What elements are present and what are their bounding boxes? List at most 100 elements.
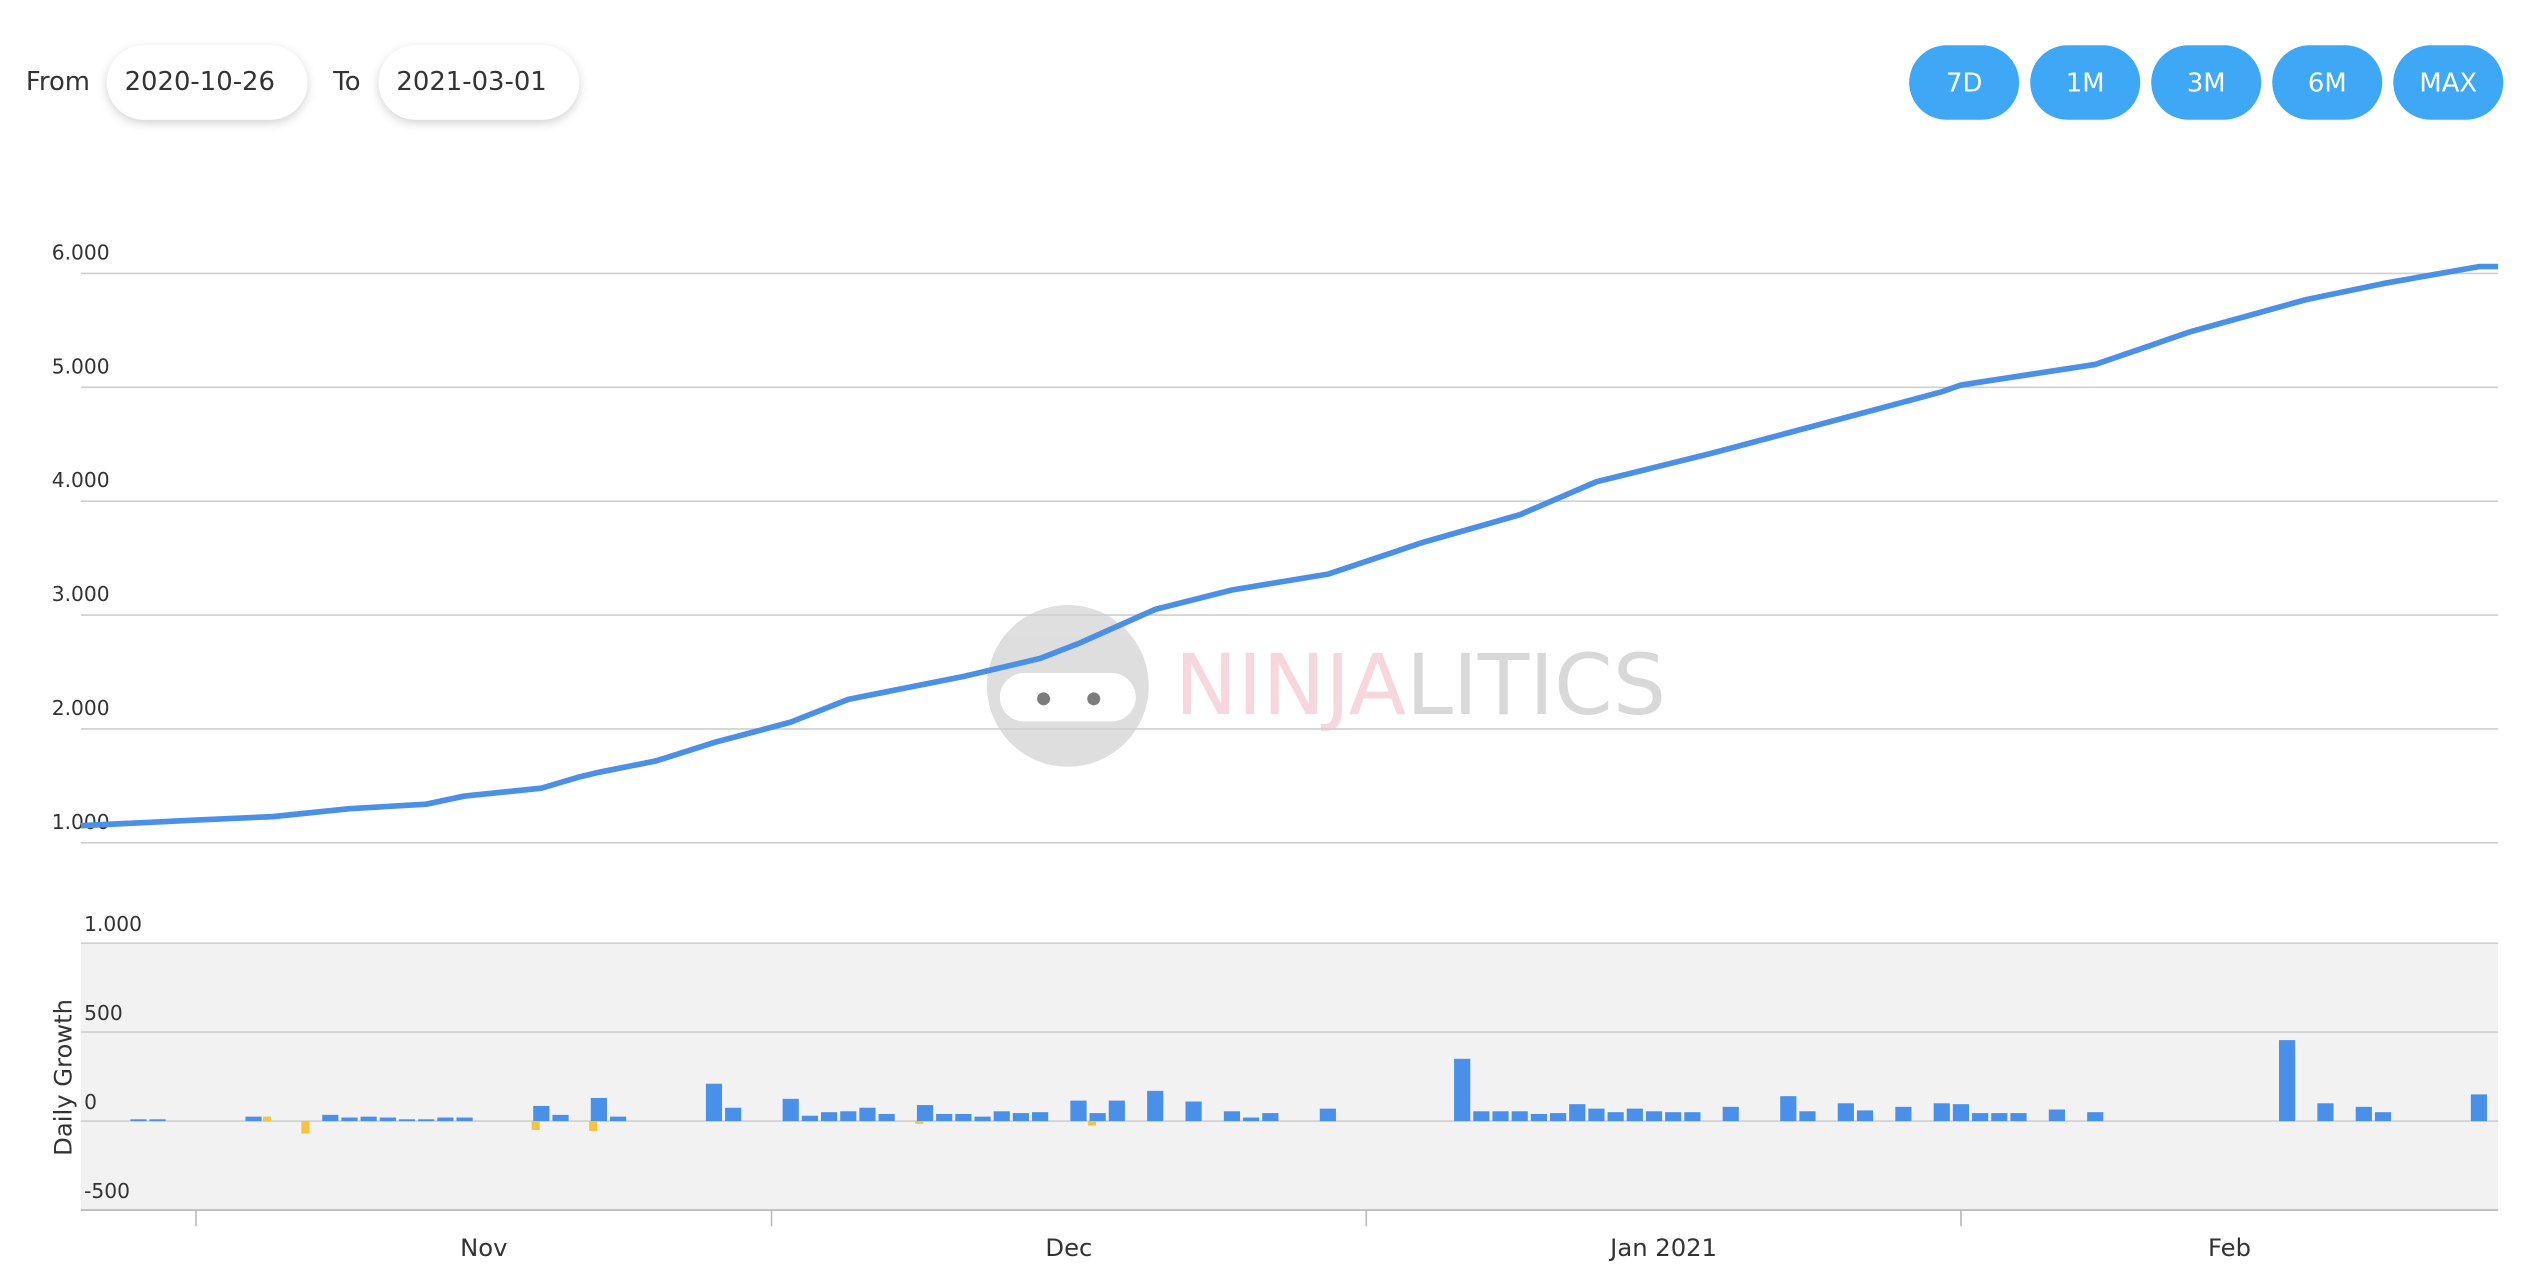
from-input-box[interactable] [106,45,308,120]
bar [840,1111,857,1122]
range-button-label[interactable]: 7D [1946,69,1982,99]
bar [2048,1109,2065,1122]
bar [2374,1112,2392,1122]
bar [1799,1111,1816,1122]
bar [878,1113,895,1122]
bar [360,1116,377,1122]
bar [2087,1112,2104,1122]
bar [1262,1113,1279,1122]
bar [1645,1111,1663,1122]
x-tick-label: Dec [1045,1233,1092,1262]
watermark-text: NINJALITICS [1175,636,1667,734]
range-button[interactable]: 1M [2030,45,2141,120]
range-button-label[interactable]: 6M [2308,69,2347,99]
bar [398,1119,416,1122]
bar [1972,1113,1989,1122]
y-tick-label: 0 [84,1090,97,1114]
bar [782,1098,799,1122]
y-axis-label: Daily Growth [49,999,78,1156]
bar [955,1113,972,1122]
from-input[interactable]: 2020-10-26 [106,45,308,120]
y-tick-label: 2.000 [52,696,110,720]
bar [1665,1112,1682,1122]
to-value[interactable]: 2021-03-01 [396,67,546,97]
watermark-logo-eye [1087,692,1101,706]
bar [1319,1108,1336,1122]
bar [1185,1101,1202,1122]
bar [1837,1103,1854,1122]
plot-background [80,943,2499,1211]
bar [322,1114,339,1122]
bar [456,1117,473,1122]
range-button-bg[interactable] [2272,45,2383,120]
bar [1856,1110,1874,1122]
bar [1473,1111,1490,1122]
bar [2470,1094,2488,1122]
range-button[interactable]: 3M [2151,45,2262,120]
range-button-bg[interactable] [2030,45,2141,120]
bar [2278,1040,2296,1122]
bar [245,1116,262,1122]
range-button-bg[interactable] [2151,45,2262,120]
bar [1492,1111,1509,1122]
bar [1108,1100,1125,1122]
range-button[interactable]: 6M [2272,45,2383,120]
bar [533,1105,550,1122]
range-button-label[interactable]: MAX [2419,69,2477,99]
y-tick-label: -500 [84,1179,130,1203]
bar [149,1119,166,1122]
bar [1454,1058,1471,1122]
y-tick-label: 1.000 [84,912,142,936]
to-input-box[interactable] [378,45,580,120]
range-button[interactable]: 7D [1909,45,2020,120]
y-tick-label: 500 [84,1001,123,1025]
watermark-logo-eye [1037,692,1051,706]
bar [418,1119,435,1122]
y-tick-label: 6.000 [52,240,110,264]
bar [1684,1112,1701,1122]
bar [1722,1106,1739,1122]
range-button-label[interactable]: 1M [2066,69,2105,99]
bar [2355,1106,2372,1122]
line [80,263,2499,829]
watermark-left: NINJA [1175,636,1407,734]
bar [531,1121,540,1130]
bar [589,1121,598,1131]
bar [1780,1096,1797,1122]
bar [974,1116,991,1122]
bar [590,1097,607,1122]
bar [1147,1090,1164,1122]
range-button-label[interactable]: 3M [2187,69,2226,99]
bar [916,1105,934,1122]
bar [609,1116,627,1122]
y-tick-label: 5.000 [52,354,110,378]
bar [130,1119,147,1122]
bar [936,1113,953,1122]
watermark: NINJALITICS [986,605,1667,767]
bar [1511,1111,1528,1122]
bar [1243,1117,1260,1122]
bar [341,1117,358,1122]
bar [1569,1104,1586,1122]
x-tick-label: Jan 2021 [1608,1233,1717,1262]
bar [1530,1113,1547,1122]
from-value[interactable]: 2020-10-26 [125,67,275,97]
x-tick-label: Nov [460,1233,507,1262]
bar [552,1114,569,1122]
bar [1933,1103,1950,1122]
bar [1626,1108,1643,1122]
range-button-bg[interactable] [2393,45,2504,120]
range-button[interactable]: MAX [2393,45,2504,120]
bar [705,1083,723,1122]
bar [437,1117,454,1122]
to-input[interactable]: 2021-03-01 [378,45,580,120]
bar [801,1115,818,1122]
bar [2317,1103,2334,1122]
bar [1012,1113,1030,1122]
bar [1549,1113,1567,1122]
y-tick-label: 1.000 [52,810,110,834]
range-button-bg[interactable] [1909,45,2020,120]
watermark-right: LITICS [1406,636,1666,734]
